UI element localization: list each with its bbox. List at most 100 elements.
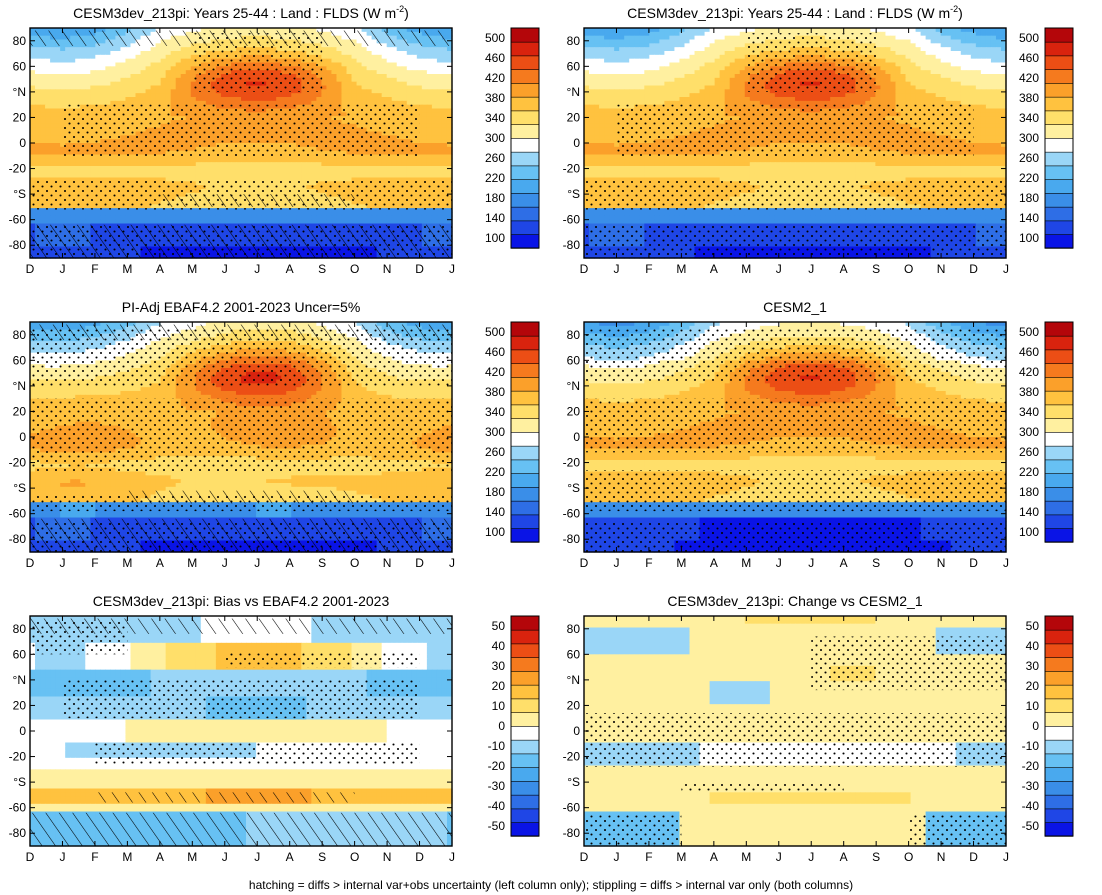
field-cell — [402, 78, 408, 82]
field-cell — [432, 55, 438, 59]
field-cell — [100, 89, 106, 93]
field-cell — [75, 70, 81, 74]
field-cell — [60, 86, 66, 90]
field-cell — [281, 97, 287, 101]
field-cell — [50, 97, 56, 101]
field-cell — [85, 74, 91, 78]
field-cell — [372, 51, 378, 55]
field-cell — [136, 47, 142, 51]
field-cell — [125, 55, 131, 59]
field-cell — [141, 101, 147, 105]
field-cell — [115, 82, 121, 86]
field-cell — [171, 70, 177, 74]
field-cell — [326, 78, 332, 82]
field-cell — [151, 70, 157, 74]
field-cell — [120, 55, 126, 59]
field-cell — [120, 51, 126, 55]
field-cell — [50, 93, 56, 97]
field-cell — [367, 82, 373, 86]
field-cell — [377, 47, 383, 51]
field-cell — [90, 97, 96, 101]
field-cell — [392, 74, 398, 78]
field-cell — [191, 93, 197, 97]
field-cell — [246, 97, 252, 101]
field-cell — [40, 89, 46, 93]
field-cell — [417, 47, 423, 51]
field-cell — [181, 93, 187, 97]
field-cell — [412, 82, 418, 86]
field-cell — [85, 86, 91, 90]
field-cell — [40, 97, 46, 101]
field-cell — [95, 86, 101, 90]
field-cell — [347, 74, 353, 78]
field-cell — [347, 89, 353, 93]
field-cell — [115, 93, 121, 97]
field-cell — [70, 82, 76, 86]
field-cell — [422, 55, 428, 59]
field-cell — [130, 101, 136, 105]
field-cell — [326, 66, 332, 70]
field-cell — [321, 70, 327, 74]
field-cell — [161, 89, 167, 93]
field-cell — [80, 97, 86, 101]
field-cell — [422, 66, 428, 70]
field-cell — [176, 101, 182, 105]
field-cell — [30, 55, 36, 59]
field-cell — [392, 66, 398, 70]
field-cell — [402, 59, 408, 63]
field-cell — [372, 78, 378, 82]
field-cell — [156, 86, 162, 90]
field-cell — [136, 82, 142, 86]
field-cell — [70, 51, 76, 55]
field-cell — [402, 63, 408, 67]
field-cell — [442, 51, 448, 55]
field-cell — [40, 59, 46, 63]
field-cell — [382, 66, 388, 70]
field-cell — [85, 59, 91, 63]
field-cell — [70, 47, 76, 51]
field-cell — [352, 93, 358, 97]
field-cell — [367, 86, 373, 90]
field-cell — [156, 66, 162, 70]
field-cell — [35, 59, 41, 63]
field-cell — [377, 59, 383, 63]
field-cell — [331, 89, 337, 93]
field-cell — [372, 66, 378, 70]
field-cell — [181, 78, 187, 82]
field-cell — [417, 66, 423, 70]
field-cell — [437, 70, 443, 74]
field-cell — [75, 55, 81, 59]
field-cell — [80, 78, 86, 82]
field-cell — [181, 86, 187, 90]
field-cell — [85, 47, 91, 51]
field-cell — [181, 51, 187, 55]
field-cell — [55, 70, 61, 74]
field-cell — [85, 78, 91, 82]
field-cell — [176, 47, 182, 51]
field-cell — [357, 59, 363, 63]
field-cell — [120, 93, 126, 97]
field-cell — [115, 63, 121, 67]
field-cell — [367, 97, 373, 101]
field-cell — [377, 70, 383, 74]
field-cell — [352, 89, 358, 93]
field-cell — [362, 51, 368, 55]
field-cell — [181, 66, 187, 70]
field-cell — [136, 89, 142, 93]
field-cell — [321, 47, 327, 51]
field-cell — [367, 59, 373, 63]
field-cell — [90, 66, 96, 70]
field-cell — [362, 86, 368, 90]
field-cell — [136, 51, 142, 55]
field-cell — [377, 55, 383, 59]
field-cell — [181, 74, 187, 78]
field-cell — [120, 63, 126, 67]
field-cell — [422, 86, 428, 90]
field-cell — [412, 70, 418, 74]
field-cell — [115, 101, 121, 105]
field-cell — [80, 51, 86, 55]
field-cell — [95, 63, 101, 67]
field-cell — [422, 63, 428, 67]
field-cell — [125, 101, 131, 105]
field-cell — [186, 66, 192, 70]
